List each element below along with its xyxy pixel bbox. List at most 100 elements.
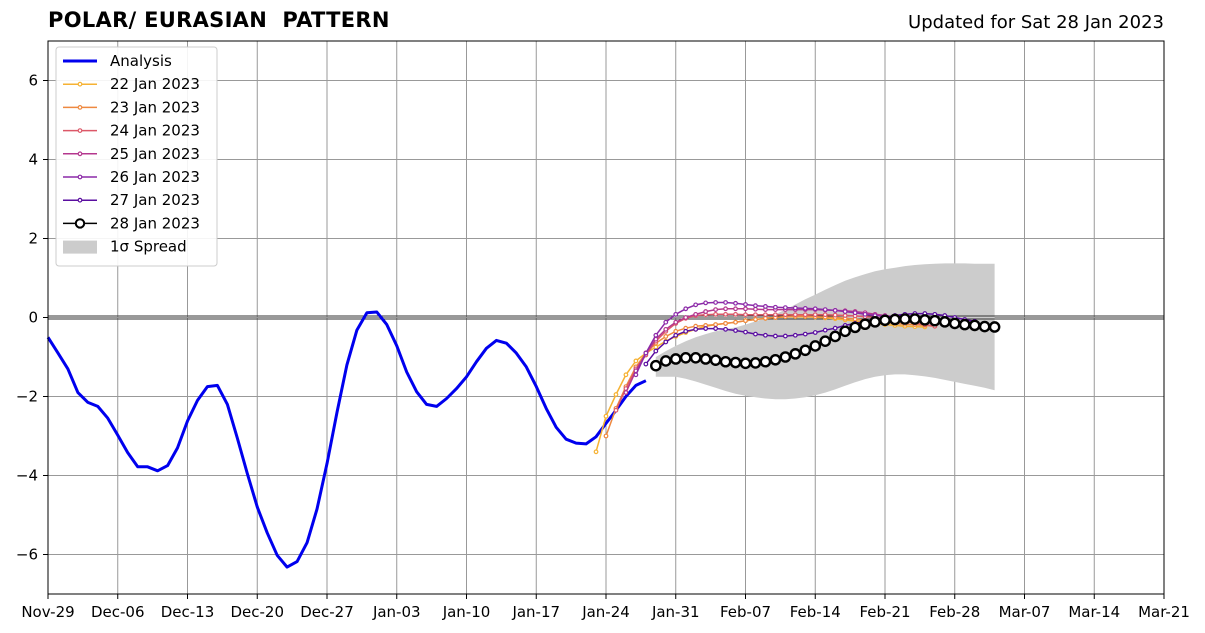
forecast-main-point [929, 314, 941, 327]
forecast-point [693, 311, 699, 317]
x-tick-label: Dec-20 [230, 603, 284, 621]
forecast-point [812, 312, 818, 318]
forecast-point [822, 307, 828, 313]
forecast-point [713, 311, 719, 317]
forecast-point [743, 302, 748, 307]
forecast-point [633, 358, 639, 364]
y-tick-label: −6 [16, 546, 38, 564]
forecast-point [613, 392, 619, 397]
x-axis: Nov-29 Dec-06 Dec-13 Dec-20 Dec-27 Jan-03 Jan-… [21, 594, 1190, 621]
forecast-point [603, 433, 609, 439]
forecast-main-point [769, 353, 782, 366]
legend-label: 23 Jan 2023 [110, 98, 200, 116]
forecast-point [753, 303, 758, 309]
forecast-main-point [839, 325, 851, 338]
legend-item: 27 Jan 2023 [63, 191, 200, 209]
forecast-point [683, 306, 689, 312]
x-tick-label: Feb-28 [929, 603, 980, 621]
forecast-main-point [899, 313, 911, 325]
x-tick-label: Mar-07 [999, 603, 1051, 621]
forecast-main-point [958, 318, 971, 331]
y-axis: −6 −4 −2 0 2 4 6 [16, 72, 48, 564]
forecast-point [713, 322, 719, 328]
forecast-point [663, 326, 669, 332]
x-tick-label: Mar-21 [1138, 603, 1190, 621]
legend-label: 25 Jan 2023 [110, 145, 200, 163]
forecast-point [802, 306, 808, 311]
forecast-main-point [659, 355, 672, 367]
forecast-point [733, 311, 738, 317]
forecast-point [703, 300, 709, 306]
forecast-point [832, 312, 838, 318]
forecast-main-point [759, 355, 772, 368]
forecast-point [673, 319, 679, 325]
forecast-point [653, 332, 659, 338]
forecast-point [663, 334, 669, 339]
forecast-point [643, 361, 649, 367]
forecast-point [812, 330, 818, 335]
forecast-point [862, 311, 868, 317]
forecast-point [703, 326, 709, 331]
forecast-point [772, 312, 778, 318]
forecast-point [653, 344, 659, 350]
forecast-main-point [689, 351, 702, 364]
y-tick-label: 4 [28, 151, 38, 169]
forecast-main-point [809, 340, 822, 352]
forecast-point [713, 326, 719, 331]
forecast-main-point [968, 319, 981, 332]
forecast-point [693, 326, 699, 332]
forecast-point [623, 372, 629, 378]
forecast-main-point [739, 357, 752, 370]
forecast-point [792, 332, 798, 338]
forecast-point [832, 307, 838, 313]
legend-item: 26 Jan 2023 [63, 168, 200, 186]
forecast-point [763, 332, 768, 338]
forecast-point [842, 313, 848, 318]
forecast-point [782, 312, 788, 318]
forecast-point [603, 413, 609, 419]
forecast-main-point [869, 316, 881, 328]
forecast-point [613, 407, 619, 413]
legend-item: 1σ Spread [63, 238, 187, 256]
legend-marker [74, 218, 86, 229]
forecast-point [683, 315, 689, 320]
forecast-point [782, 305, 788, 311]
legend-marker [77, 128, 83, 134]
forecast-point [753, 312, 758, 318]
legend-marker [77, 174, 83, 180]
forecast-point [812, 306, 818, 312]
forecast-point [792, 305, 798, 311]
series-8 [650, 313, 1001, 372]
forecast-main-point [709, 354, 722, 366]
x-tick-label: Jan-24 [581, 603, 630, 621]
forecast-point [653, 348, 659, 354]
forecast-point [723, 300, 728, 305]
forecast-point [673, 332, 679, 338]
legend-item: Analysis [63, 52, 172, 70]
x-tick-label: Dec-27 [300, 603, 354, 621]
legend-item: 28 Jan 2023 [63, 214, 200, 232]
series-1 [46, 310, 647, 569]
legend: Analysis 22 Jan 2023 23 Jan 2023 24 Jan 202… [55, 46, 218, 267]
legend-marker [77, 81, 83, 87]
x-tick-label: Nov-29 [21, 603, 74, 621]
forecast-main-point [719, 355, 732, 368]
legend-item: 22 Jan 2023 [63, 75, 200, 93]
x-tick-label: Dec-13 [161, 603, 215, 621]
y-tick-label: −2 [16, 388, 38, 406]
y-tick-label: 2 [28, 230, 38, 248]
forecast-main-point [988, 321, 1001, 333]
forecast-point [852, 310, 858, 316]
legend-label: 22 Jan 2023 [110, 75, 200, 93]
forecast-point [683, 328, 689, 334]
forecast-main-point [948, 317, 961, 330]
forecast-main-point [789, 348, 802, 360]
forecast-main-point [679, 351, 692, 364]
forecast-line [645, 312, 975, 365]
y-tick-label: 0 [28, 309, 38, 327]
legend-item: 24 Jan 2023 [63, 122, 200, 140]
forecast-point [782, 333, 788, 339]
forecast-point [743, 318, 748, 324]
forecast-point [713, 300, 719, 305]
x-tick-label: Dec-06 [91, 603, 145, 621]
